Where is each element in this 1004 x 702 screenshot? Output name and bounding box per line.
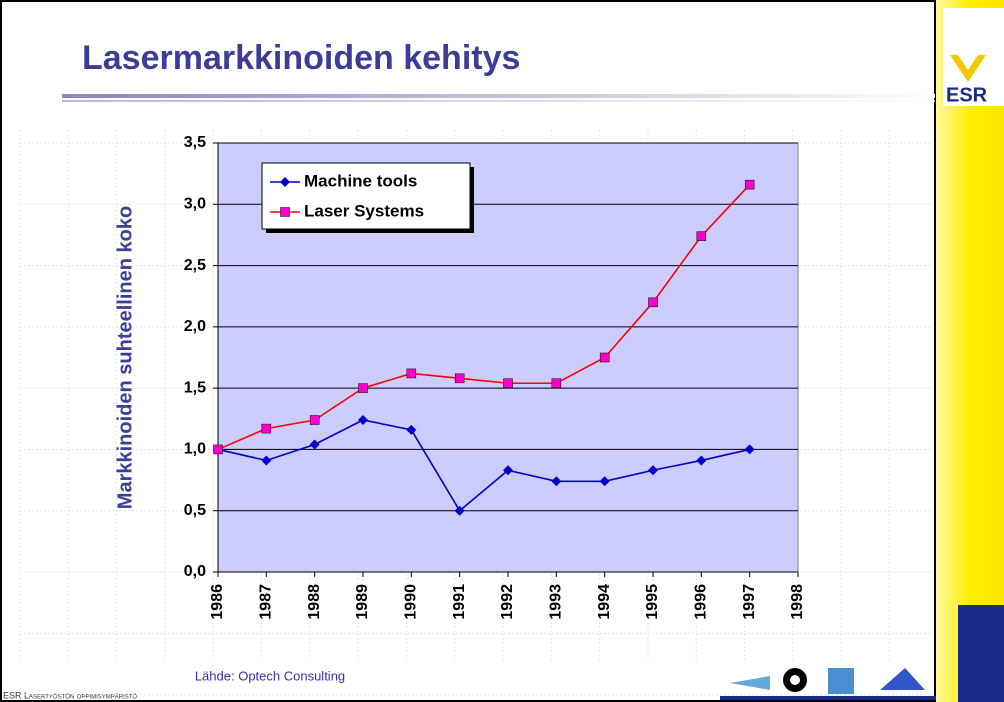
data-point bbox=[454, 505, 465, 516]
chart: 0,0 0,5 1,0 1,5 2,0 2,5 3,0 3,5 1986 1987 1988 1989… bbox=[19, 130, 939, 696]
data-point bbox=[261, 455, 272, 466]
side-band bbox=[936, 0, 1004, 702]
x-tick-label: 1995 bbox=[644, 584, 661, 620]
data-point bbox=[648, 465, 658, 476]
x-tick-label: 1987 bbox=[258, 584, 275, 620]
source: Lähde: Optech Consulting bbox=[195, 668, 345, 683]
y-tick-label: 1,5 bbox=[184, 379, 206, 396]
x-tick-label: 1986 bbox=[209, 584, 226, 620]
corner-block bbox=[958, 605, 1004, 702]
legend-label: Machine tools bbox=[304, 171, 417, 190]
x-tick-label: 1991 bbox=[451, 584, 468, 620]
data-point bbox=[406, 368, 417, 379]
data-point bbox=[696, 231, 707, 241]
data-point bbox=[599, 476, 610, 487]
slide-title: Lasermarkkinoiden kehitys bbox=[82, 39, 520, 77]
y-tick-label: 1,0 bbox=[184, 441, 206, 458]
series-line bbox=[217, 184, 751, 451]
title-underline bbox=[62, 94, 935, 98]
footer-icons bbox=[720, 668, 936, 700]
y-tick-label: 2,5 bbox=[184, 257, 206, 274]
x-tick-label: 1998 bbox=[789, 584, 806, 620]
x-tick-label: 1992 bbox=[499, 584, 516, 620]
data-point bbox=[744, 444, 755, 455]
x-tick-label: 1994 bbox=[596, 584, 613, 620]
y-tick-label: 3,5 bbox=[184, 134, 206, 151]
x-tick-label: 1990 bbox=[403, 584, 420, 620]
data-point bbox=[696, 455, 707, 466]
logo-shape bbox=[950, 55, 986, 82]
slide-border bbox=[0, 0, 936, 702]
data-point bbox=[309, 415, 320, 425]
y-tick-label: 2,0 bbox=[184, 318, 206, 335]
title-underline bbox=[62, 100, 935, 102]
legend bbox=[261, 162, 471, 230]
y-axis-title: Markkinoiden suhteellinen koko bbox=[114, 206, 136, 509]
data-point bbox=[551, 378, 562, 388]
x-tick-label: 1996 bbox=[693, 584, 710, 620]
data-point bbox=[648, 297, 658, 308]
data-point bbox=[454, 373, 465, 384]
data-point bbox=[503, 465, 513, 476]
data-point bbox=[406, 424, 417, 435]
x-tick-label: 1993 bbox=[548, 584, 565, 620]
data-point bbox=[551, 476, 562, 487]
footer: ESR Lasertyöstön oppimisympäristö bbox=[3, 690, 137, 700]
x-tick-label: 1988 bbox=[306, 584, 323, 620]
data-point bbox=[358, 415, 368, 426]
data-point bbox=[503, 378, 513, 388]
logo-text: ESR bbox=[946, 84, 988, 106]
y-tick-label: 0,5 bbox=[184, 502, 206, 519]
data-point bbox=[261, 423, 272, 434]
data-point bbox=[358, 383, 368, 393]
legend-label: Laser Systems bbox=[304, 201, 424, 220]
y-tick-label: 0,0 bbox=[184, 563, 206, 580]
y-tick-label: 3,0 bbox=[184, 196, 206, 213]
x-tick-label: 1989 bbox=[354, 584, 371, 620]
data-point bbox=[309, 439, 320, 450]
legend-marker bbox=[280, 207, 290, 217]
data-point bbox=[599, 352, 610, 363]
data-point bbox=[213, 444, 223, 455]
series-line bbox=[217, 419, 750, 512]
x-tick-label: 1997 bbox=[741, 584, 758, 620]
data-point bbox=[744, 179, 755, 190]
legend-marker bbox=[280, 177, 290, 187]
